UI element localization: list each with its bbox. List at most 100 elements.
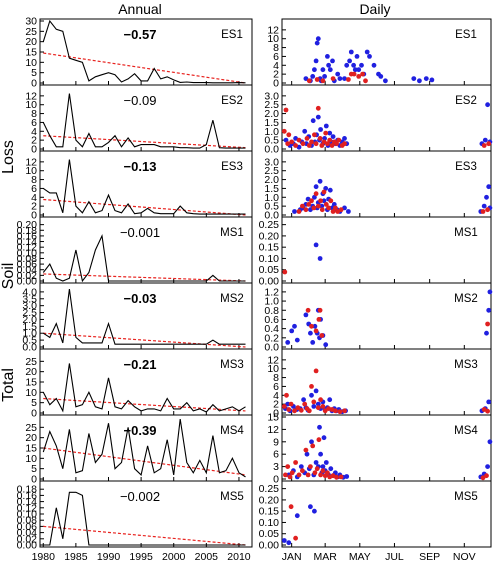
y-tick-label: 1.0 [264, 296, 279, 308]
daily-point-red [309, 198, 314, 204]
daily-point-red [333, 205, 338, 211]
annual-panel-ms5: 0.000.020.040.060.080.100.120.140.160.18… [17, 480, 253, 552]
y-tick-label: 4 [273, 60, 279, 72]
y-tick-label: 0.16 [17, 230, 38, 242]
daily-point-red [287, 474, 293, 480]
daily-point-blue [310, 340, 316, 345]
y-tick-label: 20 [25, 36, 37, 48]
daily-point-red [286, 132, 292, 138]
y-tick-label: 0.05 [259, 528, 280, 540]
daily-x-tick-label: NOV [453, 551, 476, 563]
daily-point-red [318, 198, 323, 204]
y-tick-label: 12 [267, 24, 279, 36]
daily-point-red [336, 137, 342, 143]
site-label: ES3 [455, 161, 477, 173]
y-tick-label: 0.00 [17, 540, 38, 552]
y-axis-label: Total Soil Loss [0, 140, 17, 402]
y-tick-label: 0.5 [264, 201, 279, 213]
y-tick-label: 2.0 [264, 108, 279, 120]
annual-panel-ms2: 0.00.51.01.52.02.53.03.54.0 −0.03 MS2 [22, 282, 253, 354]
daily-point-blue [302, 128, 308, 134]
y-tick-label: 0 [31, 78, 37, 90]
daily-point-blue [318, 451, 323, 457]
daily-point-red [328, 198, 334, 204]
y-tick-label: 0.0 [264, 144, 279, 156]
y-tick-label: 0 [31, 210, 37, 222]
daily-point-blue [484, 194, 489, 200]
daily-point-blue [319, 203, 325, 209]
annual-x-tick-label: 2000 [162, 551, 186, 563]
y-axis-label-soil: Soil [0, 263, 17, 290]
daily-point-blue [487, 289, 493, 295]
daily-point-blue [347, 58, 352, 64]
y-tick-label: 15 [267, 412, 279, 424]
y-tick-label: 9 [273, 436, 279, 448]
daily-point-blue [342, 76, 347, 81]
daily-point-red [323, 202, 329, 207]
daily-point-red [480, 475, 486, 481]
daily-point-blue [323, 342, 329, 348]
daily-point-red [314, 466, 320, 472]
daily-point-blue [327, 130, 333, 136]
daily-panel-es2: 0.00.51.01.52.02.53.0 ES2 [264, 84, 493, 156]
y-tick-label: 0 [273, 78, 279, 90]
daily-point-red [317, 136, 323, 141]
y-tick-label: 0.00 [17, 276, 38, 288]
daily-point-red [334, 141, 339, 147]
y-tick-label: 8 [273, 372, 279, 384]
daily-point-red [285, 464, 291, 469]
y-tick-label: 0.10 [17, 247, 38, 259]
slope-label: −0.001 [120, 225, 160, 240]
x-axes: 1980 1985 1990 1995 2000 2005 2010 JAN MAR MAY JUL… [32, 551, 476, 563]
daily-x-tick-label: MAR [313, 551, 337, 563]
y-tick-label: 0.10 [259, 517, 280, 529]
daily-point-blue [292, 209, 297, 214]
y-tick-label: 0.14 [17, 236, 38, 248]
daily-point-red [325, 141, 330, 147]
daily-panel-frame [281, 480, 492, 548]
daily-point-red [293, 143, 298, 148]
daily-point-red [319, 143, 325, 148]
y-axis-label-loss: Loss [0, 140, 17, 174]
daily-point-red [281, 128, 287, 134]
site-label: ES2 [221, 95, 243, 107]
daily-point-blue [318, 127, 323, 132]
daily-point-blue [328, 466, 334, 472]
y-tick-label: 8 [273, 42, 279, 54]
daily-point-blue [303, 76, 309, 81]
daily-point-blue [352, 67, 358, 73]
annual-series-line [42, 19, 246, 84]
daily-point-red [293, 535, 298, 541]
daily-point-red [285, 141, 291, 147]
annual-x-tick-label: 2005 [195, 551, 219, 563]
daily-point-red [485, 321, 490, 327]
daily-panel-ms5: 0.000.050.100.150.200.25 MS5 [259, 480, 492, 552]
y-tick-label: 2.5 [22, 307, 37, 319]
daily-point-blue [309, 439, 314, 445]
daily-point-red [288, 401, 294, 407]
daily-point-red [334, 474, 339, 480]
daily-point-blue [281, 538, 287, 543]
daily-point-blue [310, 118, 316, 124]
daily-point-red [484, 473, 489, 479]
daily-point-blue [330, 58, 335, 64]
daily-point-red [303, 207, 309, 213]
daily-point-blue [487, 439, 493, 445]
annual-column-title: Annual [118, 1, 162, 17]
daily-point-blue [485, 102, 490, 108]
daily-point-red [306, 143, 312, 148]
y-tick-label: 5 [31, 67, 37, 79]
y-tick-label: 0.20 [17, 219, 38, 231]
slope-label: −0.57 [124, 27, 157, 42]
y-tick-label: 12 [267, 424, 279, 436]
annual-series-line [42, 363, 246, 413]
daily-point-red [286, 407, 292, 412]
annual-x-tick-label: 2010 [227, 551, 251, 563]
y-tick-label: 0.4 [264, 323, 279, 335]
daily-point-red [320, 468, 326, 474]
y-tick-label: 0.2 [264, 332, 279, 344]
